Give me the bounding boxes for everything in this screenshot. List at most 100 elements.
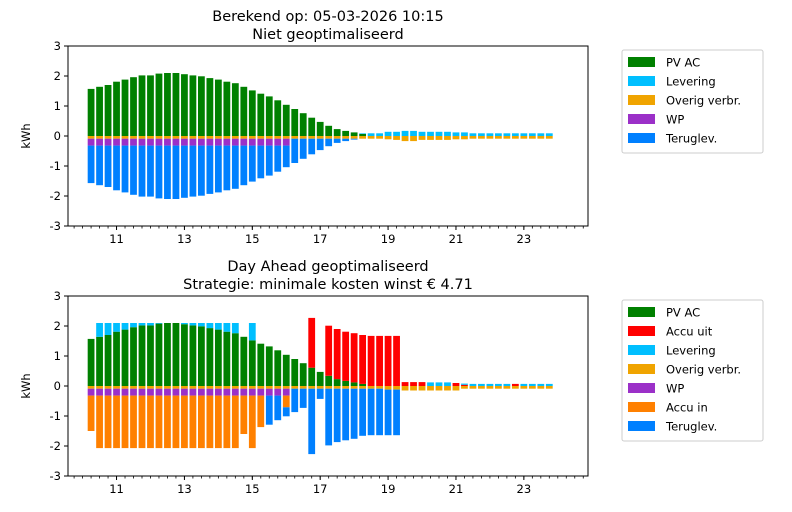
bar-wp (181, 138, 188, 146)
bar-overig-verbr- (231, 386, 239, 389)
bar-overig-verbr- (240, 136, 248, 139)
x-tick-label: 15 (245, 482, 260, 496)
legend-swatch (628, 402, 655, 412)
bar-levering (452, 132, 460, 136)
bar-overig-verbr- (189, 136, 197, 139)
bar-overig-verbr- (511, 386, 519, 389)
y-tick-label: 1 (54, 99, 61, 113)
bar-pv-ac (282, 104, 290, 136)
bar-overig-verbr- (291, 136, 299, 139)
bar-pv-ac (325, 375, 333, 386)
bar-overig-verbr- (359, 136, 367, 139)
bar-levering (478, 133, 485, 136)
bar-accu-uit (308, 317, 316, 368)
bar-wp (104, 138, 112, 146)
bar-wp (138, 138, 146, 146)
bar-overig-verbr- (461, 136, 468, 140)
y-tick-label: -3 (50, 219, 61, 233)
y-tick-label: -2 (50, 189, 61, 203)
bar-pv-ac (350, 132, 358, 136)
bar-wp (164, 388, 171, 396)
x-tick-label: 17 (313, 482, 328, 496)
bar-overig-verbr- (130, 386, 137, 389)
bar-pv-ac (147, 325, 154, 386)
chart-title: Day Ahead geoptimaliseerd (227, 259, 428, 275)
bar-overig-verbr- (172, 386, 180, 389)
bar-accu-uit (367, 335, 375, 386)
bar-levering (359, 133, 367, 134)
bar-levering (461, 383, 468, 385)
bar-wp (198, 138, 205, 146)
bar-pv-ac (308, 117, 316, 136)
bar-pv-ac (248, 90, 256, 136)
bar-levering (503, 133, 511, 136)
bar-overig-verbr- (299, 386, 307, 389)
bar-teruglev- (333, 138, 341, 143)
bar-teruglev- (359, 388, 367, 436)
bar-accu-uit (401, 382, 409, 386)
bar-pv-ac (240, 336, 248, 386)
legend-swatch (628, 114, 655, 124)
bar-accu-in (104, 395, 112, 449)
y-tick-label: -2 (50, 439, 61, 453)
bar-teruglev- (342, 138, 350, 142)
bar-overig-verbr- (359, 386, 367, 389)
legend: PV AC Levering Overig verbr. WP Teruglev. (621, 49, 764, 154)
bar-levering (206, 323, 214, 329)
bar-overig-verbr- (325, 136, 333, 139)
x-tick-label: 15 (245, 232, 260, 246)
bar-levering (130, 323, 137, 328)
y-tick-label: -3 (50, 469, 61, 483)
bar-overig-verbr- (528, 136, 536, 139)
bar-pv-ac (164, 323, 171, 386)
bar-teruglev- (316, 388, 324, 399)
bar-teruglev- (325, 138, 333, 147)
bar-pv-ac (138, 75, 146, 136)
bar-wp (282, 388, 290, 396)
bar-teruglev- (333, 388, 341, 443)
legend-label: Accu uit (666, 325, 713, 339)
bar-overig-verbr- (350, 386, 358, 389)
bar-overig-verbr- (104, 136, 112, 139)
bar-wp (206, 388, 214, 396)
bar-accu-in (231, 395, 239, 449)
bar-pv-ac (291, 109, 299, 136)
bar-pv-ac (342, 380, 350, 386)
bar-teruglev- (257, 145, 265, 179)
bar-overig-verbr- (248, 386, 256, 389)
bar-levering (231, 323, 239, 334)
bar-pv-ac (121, 79, 129, 136)
bar-overig-verbr- (367, 136, 375, 139)
bar-pv-ac (240, 86, 248, 136)
y-axis-label: kWh (19, 373, 33, 398)
bar-accu-in (198, 395, 205, 449)
bar-teruglev- (214, 145, 222, 193)
bar-levering (537, 133, 545, 136)
legend-swatch (628, 383, 655, 393)
bar-teruglev- (248, 145, 256, 182)
bar-levering (214, 323, 222, 330)
bar-accu-uit (325, 325, 333, 376)
bar-pv-ac (181, 74, 188, 136)
bar-pv-ac (299, 363, 307, 386)
legend-label: Levering (666, 75, 716, 89)
bar-overig-verbr- (198, 386, 205, 389)
bar-accu-in (206, 395, 214, 449)
bar-overig-verbr- (435, 136, 443, 140)
y-tick-label: 3 (54, 289, 61, 303)
bar-overig-verbr- (528, 386, 536, 389)
bar-overig-verbr- (121, 136, 129, 139)
bar-wp (138, 388, 146, 396)
bar-levering (444, 382, 451, 386)
bar-wp (198, 388, 205, 396)
bar-pv-ac (316, 371, 324, 386)
bar-overig-verbr- (147, 386, 154, 389)
bar-overig-verbr- (206, 386, 214, 389)
bar-overig-verbr- (113, 386, 120, 389)
bar-overig-verbr- (138, 136, 146, 139)
bar-wp (155, 138, 163, 146)
bar-accu-in (96, 395, 103, 449)
bar-pv-ac (104, 335, 112, 386)
bar-wp (231, 138, 239, 146)
bar-accu-in (248, 395, 256, 449)
